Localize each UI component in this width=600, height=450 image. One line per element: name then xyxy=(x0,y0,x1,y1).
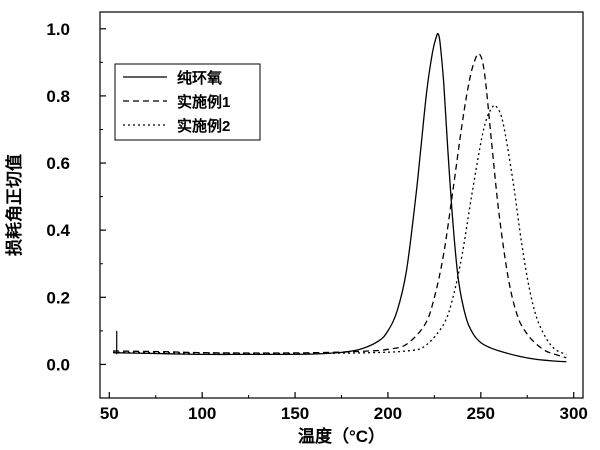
x-tick-label: 200 xyxy=(374,404,402,423)
axis-tick-labels: 50 100 150 200 250 300 0.0 0.2 0.4 0.6 0.8 1.0 xyxy=(46,20,588,423)
series-line-1 xyxy=(112,32,567,363)
x-tick-label: 50 xyxy=(100,404,119,423)
legend-label: 实施例1 xyxy=(177,93,230,111)
x-tick-label: 250 xyxy=(467,404,495,423)
series-line-2 xyxy=(112,53,567,359)
y-tick-label: 0.0 xyxy=(46,355,70,374)
y-tick-label: 1.0 xyxy=(46,20,70,39)
y-tick-label: 0.4 xyxy=(46,221,70,240)
legend-label: 纯环氧 xyxy=(177,69,222,87)
axis-ticks xyxy=(100,28,575,398)
legend-label: 实施例2 xyxy=(177,117,230,135)
y-tick-label: 0.8 xyxy=(46,87,70,106)
series-line-3 xyxy=(112,104,567,355)
x-tick-label: 300 xyxy=(560,404,588,423)
x-axis-title: 温度（°C） xyxy=(298,426,385,446)
y-tick-label: 0.6 xyxy=(46,154,70,173)
y-tick-label: 0.2 xyxy=(46,288,70,307)
x-tick-label: 150 xyxy=(281,404,309,423)
y-axis-title: 损耗角正切值 xyxy=(4,154,24,256)
series-layer xyxy=(112,32,567,363)
x-tick-label: 100 xyxy=(188,404,216,423)
